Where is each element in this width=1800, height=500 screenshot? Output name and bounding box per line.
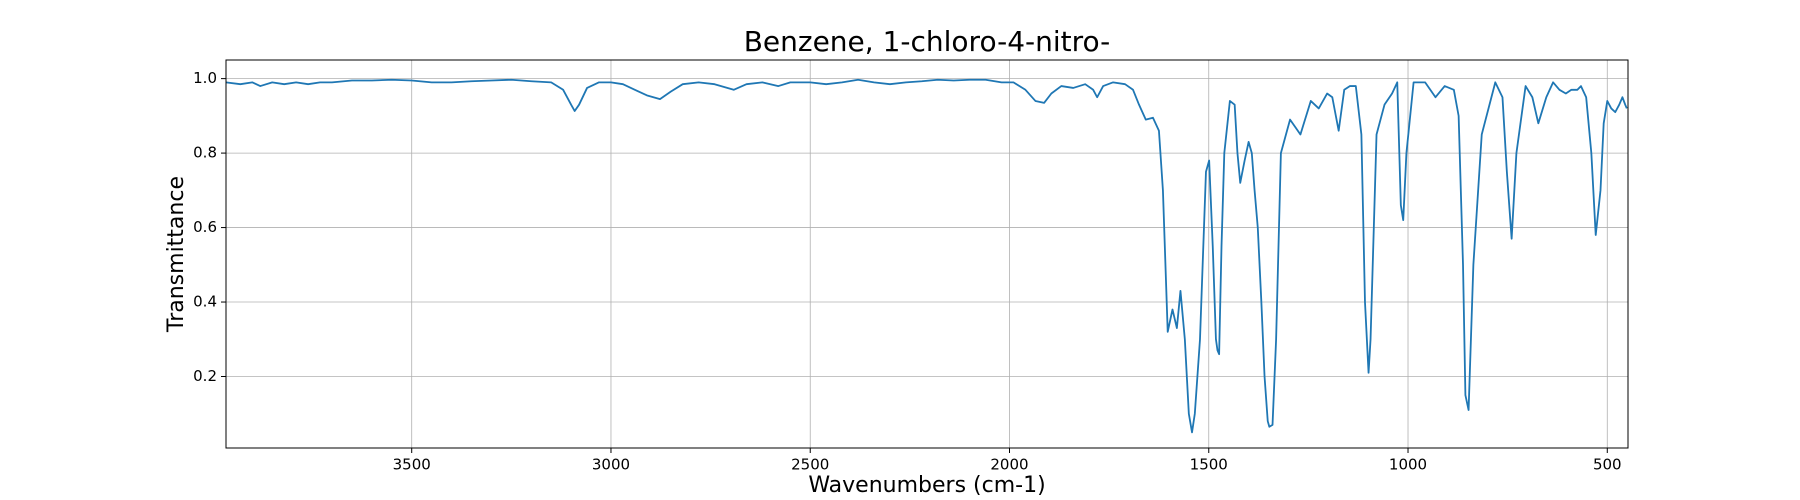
x-tick-label: 3000 [592,456,630,474]
x-tick-label: 3500 [393,456,431,474]
x-tick-label: 1000 [1389,456,1427,474]
y-tick-label: 0.2 [193,367,217,385]
plot-frame [225,59,1629,449]
x-tick-label: 1500 [1190,456,1228,474]
spectrum-line [225,78,1628,434]
x-tick-label: 500 [1593,456,1622,474]
x-tick-label: 2000 [990,456,1028,474]
x-axis-label: Wavenumbers (cm-1) [808,473,1045,498]
y-tick-label: 0.4 [193,293,217,311]
y-axis-label: Transmittance [164,176,189,333]
x-tick-label: 2500 [791,456,829,474]
y-tick-label: 0.6 [193,218,217,236]
y-tick-label: 1.0 [193,69,217,87]
y-tick-label: 0.8 [193,144,217,162]
chart-title: Benzene, 1-chloro-4-nitro- [744,25,1111,58]
